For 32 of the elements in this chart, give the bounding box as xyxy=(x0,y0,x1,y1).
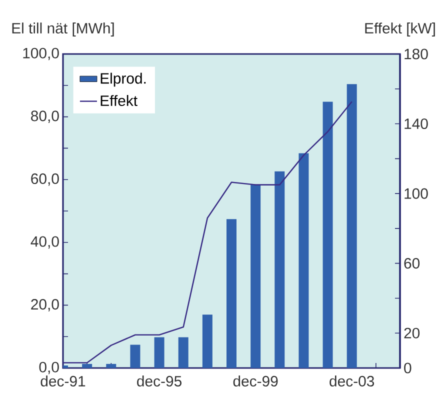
bar xyxy=(250,184,261,368)
bar xyxy=(202,314,212,368)
y-tick-label: 0,0 xyxy=(39,362,59,374)
bar xyxy=(106,364,116,368)
bar xyxy=(274,171,285,368)
legend-label: Elprod. xyxy=(100,72,146,87)
bar xyxy=(154,337,164,368)
y2-tick-label: 140 xyxy=(404,118,428,130)
y-axis-title: El till nät [MWh] xyxy=(12,22,114,36)
bar xyxy=(298,153,309,368)
y-tick-label: 100,0 xyxy=(23,48,59,60)
y2-tick-label: 0 xyxy=(404,362,412,374)
bar xyxy=(226,219,237,368)
x-tick-label: dec-91 xyxy=(40,376,86,386)
y-tick-label: 40,0 xyxy=(30,236,59,249)
y-tick-label: 80,0 xyxy=(31,110,59,123)
bar xyxy=(178,337,188,368)
x-tick-label: dec-99 xyxy=(233,376,278,386)
bar xyxy=(346,84,357,368)
y2-axis-title: Effekt [kW] xyxy=(365,22,435,36)
y-tick-label: 60,0 xyxy=(31,173,59,186)
y2-tick-label: 20 xyxy=(404,328,420,338)
y-tick-label: 20,0 xyxy=(31,299,59,312)
legend-label: Effekt xyxy=(100,95,138,106)
x-tick-label: dec-03 xyxy=(330,376,374,386)
bar xyxy=(130,344,140,368)
y2-tick-label: 180 xyxy=(404,48,428,60)
bar xyxy=(82,364,92,368)
bar xyxy=(322,102,333,368)
y2-tick-label: 100 xyxy=(404,188,428,199)
y2-tick-label: 60 xyxy=(404,258,420,269)
x-tick-label: dec-95 xyxy=(137,376,182,386)
